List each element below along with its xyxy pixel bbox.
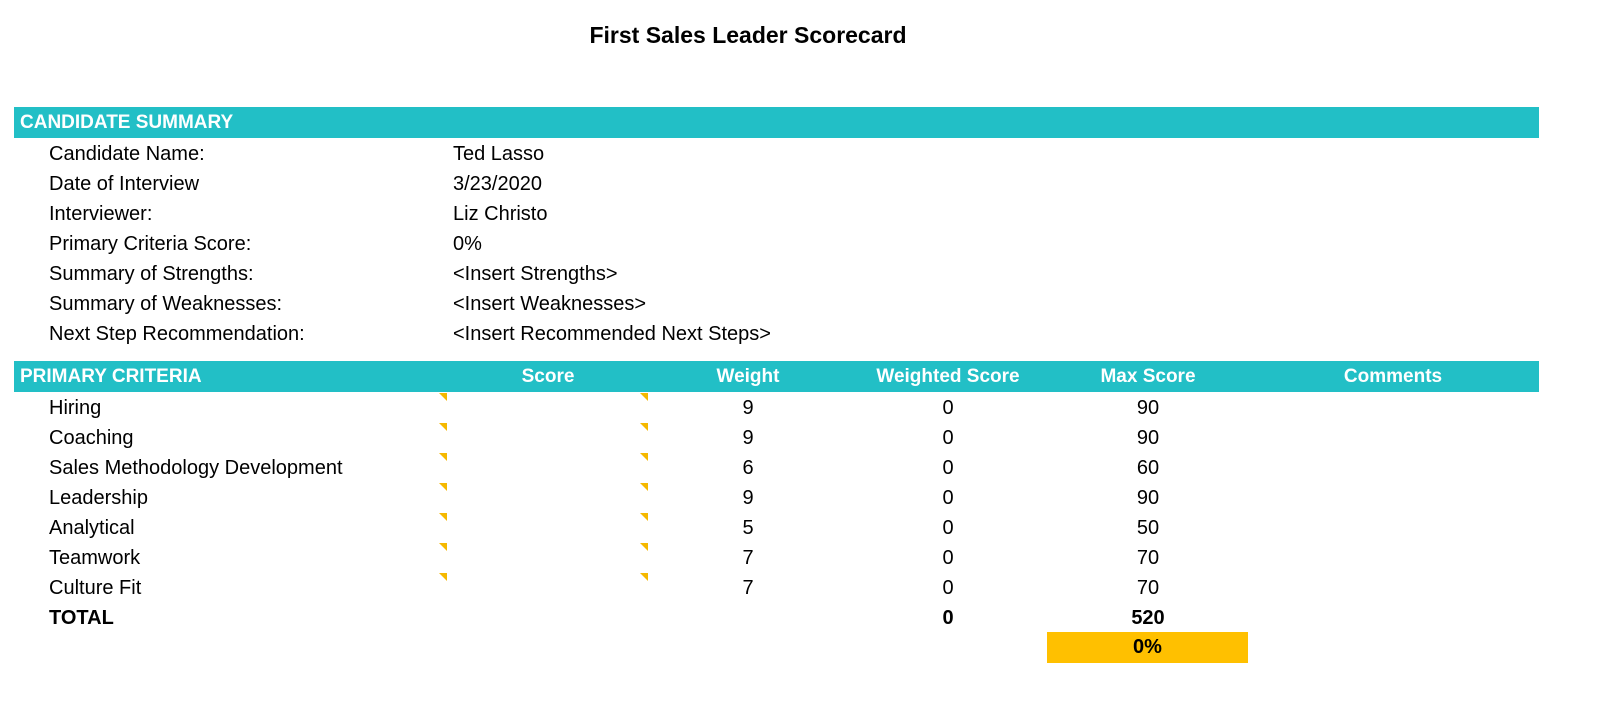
total-weighted-score: 0 bbox=[942, 607, 954, 629]
weight-cell: 9 bbox=[742, 397, 754, 419]
weight-cell: 7 bbox=[742, 547, 754, 569]
summary-row-criteria-score: Primary Criteria Score: 0% bbox=[0, 229, 1600, 259]
summary-value[interactable]: 0% bbox=[453, 233, 482, 255]
table-row: Coaching 9 0 90 bbox=[0, 423, 1600, 453]
criteria-name: Culture Fit bbox=[49, 577, 142, 599]
max-score-cell: 90 bbox=[1136, 397, 1160, 419]
candidate-summary-header: CANDIDATE SUMMARY bbox=[14, 107, 1539, 138]
max-score-cell: 90 bbox=[1136, 487, 1160, 509]
weighted-score-cell: 0 bbox=[942, 397, 954, 419]
max-score-cell: 90 bbox=[1136, 427, 1160, 449]
comment-marker-icon[interactable] bbox=[640, 393, 648, 401]
criteria-name: Sales Methodology Development bbox=[49, 457, 343, 479]
weight-cell: 6 bbox=[742, 457, 754, 479]
table-row: Hiring 9 0 90 bbox=[0, 393, 1600, 423]
summary-value[interactable]: <Insert Recommended Next Steps> bbox=[453, 323, 771, 345]
summary-value[interactable]: <Insert Weaknesses> bbox=[453, 293, 647, 315]
summary-row-interviewer: Interviewer: Liz Christo bbox=[0, 199, 1600, 229]
total-row: TOTAL 0 520 bbox=[0, 603, 1600, 633]
column-header-max-score: Max Score bbox=[1100, 366, 1196, 387]
summary-value[interactable]: 3/23/2020 bbox=[453, 173, 542, 195]
page-title: First Sales Leader Scorecard bbox=[589, 22, 907, 48]
column-header-comments: Comments bbox=[1343, 366, 1443, 387]
table-row: Leadership 9 0 90 bbox=[0, 483, 1600, 513]
summary-row-strengths: Summary of Strengths: <Insert Strengths> bbox=[0, 259, 1600, 289]
primary-criteria-header: PRIMARY CRITERIA Score Weight Weighted S… bbox=[14, 361, 1539, 392]
summary-label: Candidate Name: bbox=[49, 143, 205, 165]
comment-marker-icon[interactable] bbox=[439, 573, 447, 581]
comment-marker-icon[interactable] bbox=[640, 573, 648, 581]
comment-marker-icon[interactable] bbox=[640, 423, 648, 431]
total-label: TOTAL bbox=[49, 607, 114, 629]
primary-criteria-title: PRIMARY CRITERIA bbox=[20, 366, 202, 387]
score-percentage: 0% bbox=[1047, 632, 1248, 663]
table-row: Teamwork 7 0 70 bbox=[0, 543, 1600, 573]
comment-marker-icon[interactable] bbox=[640, 483, 648, 491]
max-score-cell: 70 bbox=[1136, 577, 1160, 599]
weighted-score-cell: 0 bbox=[942, 517, 954, 539]
comment-marker-icon[interactable] bbox=[439, 483, 447, 491]
comment-marker-icon[interactable] bbox=[640, 543, 648, 551]
weighted-score-cell: 0 bbox=[942, 427, 954, 449]
column-header-score: Score bbox=[521, 366, 575, 387]
comment-marker-icon[interactable] bbox=[640, 453, 648, 461]
summary-row-date: Date of Interview 3/23/2020 bbox=[0, 169, 1600, 199]
summary-value[interactable]: Ted Lasso bbox=[453, 143, 545, 165]
max-score-cell: 70 bbox=[1136, 547, 1160, 569]
weighted-score-cell: 0 bbox=[942, 457, 954, 479]
criteria-name: Hiring bbox=[49, 397, 102, 419]
table-row: Sales Methodology Development 6 0 60 bbox=[0, 453, 1600, 483]
weighted-score-cell: 0 bbox=[942, 547, 954, 569]
summary-label: Next Step Recommendation: bbox=[49, 323, 305, 345]
comment-marker-icon[interactable] bbox=[640, 513, 648, 521]
weight-cell: 9 bbox=[742, 427, 754, 449]
comment-marker-icon[interactable] bbox=[439, 423, 447, 431]
comment-marker-icon[interactable] bbox=[439, 453, 447, 461]
criteria-name: Analytical bbox=[49, 517, 135, 539]
summary-label: Interviewer: bbox=[49, 203, 153, 225]
max-score-cell: 50 bbox=[1136, 517, 1160, 539]
comment-marker-icon[interactable] bbox=[439, 393, 447, 401]
weight-cell: 5 bbox=[742, 517, 754, 539]
total-max-score: 520 bbox=[1131, 607, 1165, 629]
column-header-weight: Weight bbox=[716, 366, 780, 387]
weight-cell: 7 bbox=[742, 577, 754, 599]
max-score-cell: 60 bbox=[1136, 457, 1160, 479]
candidate-summary-title: CANDIDATE SUMMARY bbox=[20, 112, 234, 133]
table-row: Analytical 5 0 50 bbox=[0, 513, 1600, 543]
table-row: Culture Fit 7 0 70 bbox=[0, 573, 1600, 603]
weight-cell: 9 bbox=[742, 487, 754, 509]
summary-row-next-step: Next Step Recommendation: <Insert Recomm… bbox=[0, 319, 1600, 349]
summary-row-weaknesses: Summary of Weaknesses: <Insert Weaknesse… bbox=[0, 289, 1600, 319]
summary-label: Summary of Strengths: bbox=[49, 263, 254, 285]
comment-marker-icon[interactable] bbox=[439, 513, 447, 521]
criteria-name: Coaching bbox=[49, 427, 134, 449]
summary-label: Date of Interview bbox=[49, 173, 200, 195]
criteria-name: Teamwork bbox=[49, 547, 141, 569]
summary-value[interactable]: <Insert Strengths> bbox=[453, 263, 618, 285]
summary-label: Primary Criteria Score: bbox=[49, 233, 252, 255]
summary-value[interactable]: Liz Christo bbox=[453, 203, 548, 225]
column-header-weighted-score: Weighted Score bbox=[876, 366, 1020, 387]
comment-marker-icon[interactable] bbox=[439, 543, 447, 551]
weighted-score-cell: 0 bbox=[942, 577, 954, 599]
summary-label: Summary of Weaknesses: bbox=[49, 293, 283, 315]
criteria-name: Leadership bbox=[49, 487, 148, 509]
weighted-score-cell: 0 bbox=[942, 487, 954, 509]
summary-row-candidate-name: Candidate Name: Ted Lasso bbox=[0, 139, 1600, 169]
